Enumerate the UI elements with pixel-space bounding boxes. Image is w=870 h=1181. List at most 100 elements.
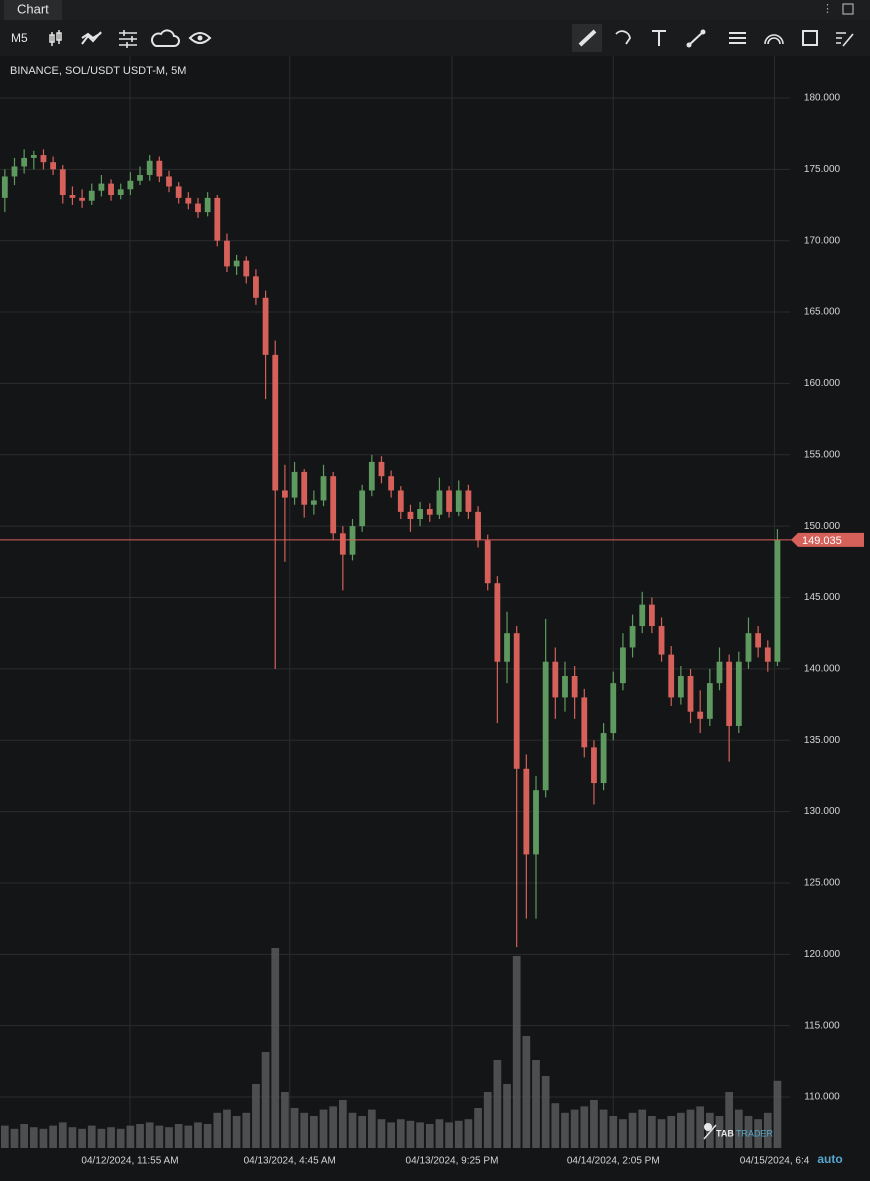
watermark-text: TRADER (736, 1128, 774, 1138)
y-tick-label: 175.000 (804, 164, 841, 175)
tab[interactable] (4, 0, 62, 20)
candle-body (378, 461, 385, 477)
y-tick-label: 125.000 (804, 878, 841, 889)
volume-bar (271, 948, 280, 1148)
volume-bar (570, 1109, 579, 1148)
volume-bar (290, 1108, 299, 1148)
volume-bar (0, 1125, 9, 1148)
volume-bar (590, 1100, 598, 1148)
volume-bar (551, 1103, 560, 1148)
volume-bar (416, 1122, 424, 1148)
candle-body (697, 711, 704, 719)
volume-bar (580, 1106, 589, 1148)
volume-bar (657, 1119, 666, 1148)
candle-body (30, 155, 37, 158)
candle-body (262, 297, 269, 355)
menu-icon[interactable]: ⋮ (822, 3, 833, 15)
volume-bar (348, 1112, 357, 1148)
fullscreen-icon[interactable] (842, 3, 854, 15)
candle-body (282, 490, 288, 498)
candle-body (339, 533, 346, 555)
candle-body (88, 190, 95, 201)
volume-bar (696, 1106, 705, 1148)
volume-bar (667, 1116, 676, 1148)
volume-bar (232, 1116, 241, 1148)
volume-bar (744, 1116, 753, 1148)
x-tick-label: 04/13/2024, 9:25 PM (406, 1156, 499, 1167)
volume-bar (541, 1076, 550, 1148)
watermark-logo-slash (703, 1124, 717, 1140)
candle-body (552, 661, 559, 698)
volume-bar (609, 1116, 618, 1148)
candle-body (668, 654, 675, 698)
candle-body (195, 203, 201, 213)
candle-body (243, 260, 250, 277)
candle-body (185, 197, 192, 204)
candle-body (224, 240, 230, 267)
candle-body (310, 500, 317, 505)
volume-bar (686, 1109, 695, 1148)
candle-body (687, 676, 694, 712)
volume-bar (599, 1109, 608, 1148)
volume-bar (358, 1116, 367, 1148)
plot-area (0, 56, 790, 1148)
candle-body (204, 197, 211, 213)
volume-bar (29, 1127, 38, 1148)
volume-bar (252, 1084, 260, 1148)
candle-body (21, 157, 28, 167)
candle-body (127, 180, 134, 190)
volume-bar (561, 1112, 569, 1148)
volume-bar (319, 1109, 328, 1148)
candle-body (137, 175, 143, 181)
candle-body (745, 633, 752, 662)
candle-body (542, 661, 549, 791)
watermark-text: TAB (716, 1128, 734, 1138)
candle-body (755, 633, 762, 648)
candle-body (774, 539, 781, 662)
candle-body (117, 189, 124, 196)
volume-bar (107, 1127, 115, 1148)
y-tick-label: 155.000 (804, 449, 841, 460)
y-tick-label: 160.000 (804, 378, 841, 389)
candle-body (629, 626, 636, 648)
watermark-logo (704, 1123, 712, 1131)
candle-body (494, 583, 501, 662)
y-tick-label: 145.000 (804, 592, 841, 603)
candle-body (610, 683, 617, 734)
y-tick-label: 120.000 (804, 949, 841, 960)
candle-body (455, 490, 462, 512)
volume-bar (638, 1109, 647, 1148)
volume-bar (184, 1125, 193, 1148)
volume-bar (773, 1080, 782, 1148)
toolbar-icons[interactable] (49, 24, 854, 52)
candle-body (272, 354, 279, 491)
candle-body (417, 509, 424, 520)
scale-mode[interactable]: auto (817, 1152, 842, 1166)
y-tick-label: 170.000 (804, 235, 841, 246)
candle-body (639, 604, 646, 627)
volume-bar (493, 1060, 502, 1148)
y-tick-label: 140.000 (804, 664, 841, 675)
volume-bar (406, 1120, 415, 1148)
volume-bar (619, 1119, 627, 1148)
candle-body (562, 676, 568, 698)
volume-bar (425, 1124, 434, 1148)
y-tick-label: 135.000 (804, 735, 841, 746)
volume-bar (763, 1112, 772, 1148)
volume-bar (300, 1112, 309, 1148)
volume-bar (329, 1106, 338, 1148)
x-tick-label: 04/13/2024, 4:45 AM (244, 1156, 336, 1167)
last-price-tag (791, 532, 864, 547)
volume-bar (522, 1036, 531, 1148)
candle-body (146, 160, 153, 176)
candle-body (40, 155, 47, 163)
volume-bar (435, 1119, 444, 1148)
candle-body (504, 633, 510, 662)
interval[interactable]: M5 (11, 31, 28, 45)
volume-bar (483, 1092, 492, 1148)
volume-bar (474, 1108, 482, 1148)
x-tick-label: 04/12/2024, 11:55 AM (81, 1156, 178, 1167)
volume-bar (136, 1124, 144, 1148)
candle-body (301, 471, 308, 505)
